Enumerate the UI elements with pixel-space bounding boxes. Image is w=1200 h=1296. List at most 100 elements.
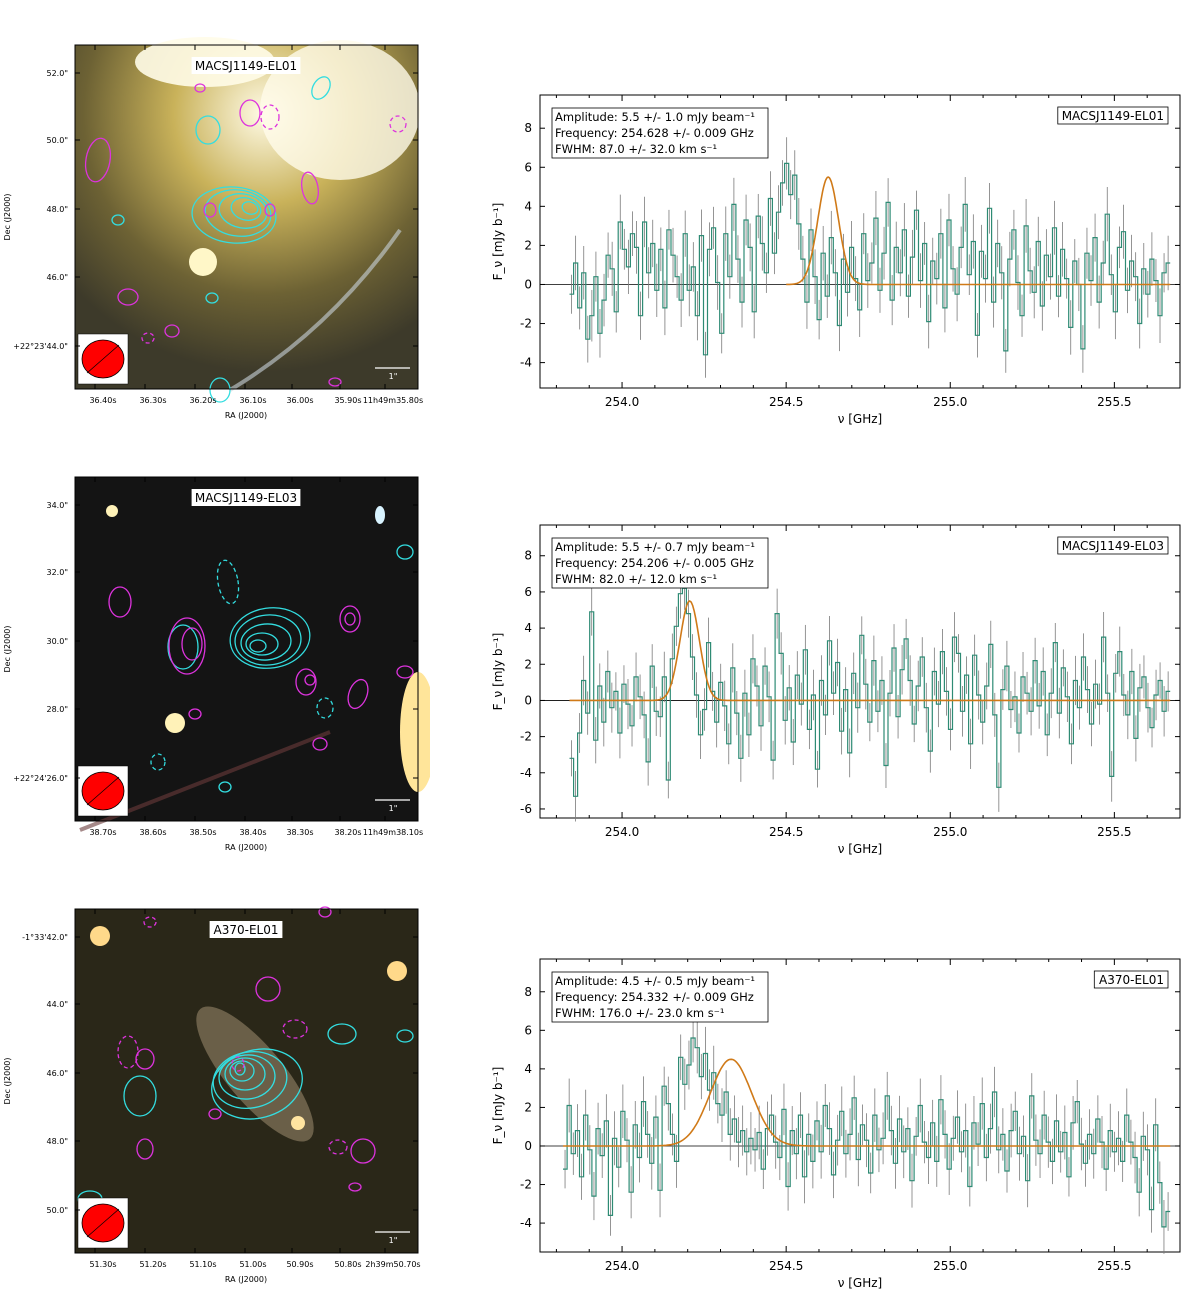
contour-positive bbox=[311, 76, 331, 100]
contour-negative bbox=[295, 668, 317, 696]
contour-negative bbox=[344, 612, 356, 626]
fit-annotation-box bbox=[551, 107, 769, 159]
contour-negative bbox=[255, 976, 281, 1002]
contour-positive bbox=[224, 1057, 266, 1091]
star-source bbox=[375, 506, 385, 524]
contour-positive bbox=[191, 186, 277, 244]
ra-tick-label: 51.10s bbox=[189, 1260, 216, 1269]
image-frame bbox=[74, 908, 419, 1254]
ra-tick-label: 50.80s bbox=[334, 1260, 361, 1269]
ra-tick-label: 38.70s bbox=[89, 828, 116, 837]
contour-negative bbox=[318, 906, 332, 918]
ra-tick-label: 38.20s bbox=[334, 828, 361, 837]
spectrum-label-box bbox=[1093, 970, 1169, 989]
star-source bbox=[165, 713, 185, 733]
dec-tick-label: 50.0" bbox=[47, 136, 69, 145]
y-tick-label: 6 bbox=[524, 585, 532, 599]
dec-tick-label: 48.0" bbox=[47, 205, 69, 214]
contour-negative bbox=[108, 586, 132, 618]
dec-tick-label: 50.0" bbox=[47, 1206, 69, 1215]
x-tick-label: 254.5 bbox=[769, 825, 803, 839]
contour-positive bbox=[195, 115, 221, 145]
ra-tick-label: 38.40s bbox=[239, 828, 266, 837]
y-tick-label: 4 bbox=[524, 621, 532, 635]
image-layer bbox=[75, 477, 430, 832]
row-3: A370-EL01 1" 51.30s 51.20s 51.10s 51.00s 50.90… bbox=[0, 864, 1200, 1296]
ra-tick-label: 50.90s bbox=[286, 1260, 313, 1269]
dec-axis-label: Dec (J2000) bbox=[3, 626, 12, 673]
contour-positive bbox=[218, 781, 232, 793]
y-tick-label: 4 bbox=[524, 1062, 532, 1076]
contour-dashed bbox=[150, 753, 166, 771]
contour-dashed bbox=[260, 104, 280, 130]
contour-positive bbox=[234, 1062, 246, 1076]
y-tick-label: 2 bbox=[524, 1100, 532, 1114]
spectrum-label: MACSJ1149-EL03 bbox=[1062, 539, 1164, 553]
beam-axis bbox=[86, 344, 120, 374]
contour-negative bbox=[348, 1182, 362, 1192]
contour-positive bbox=[209, 377, 231, 403]
contour-negative bbox=[188, 708, 202, 720]
y-axis-label: F_ν [mJy b⁻¹] bbox=[491, 203, 505, 281]
fit-amplitude-text: Amplitude: 5.5 +/- 0.7 mJy beam⁻¹ bbox=[555, 540, 755, 554]
source-label-box bbox=[191, 489, 301, 506]
dec-tick-label: +22°24'26.0" bbox=[13, 774, 68, 783]
contour-negative bbox=[164, 324, 180, 338]
contour-negative bbox=[396, 665, 414, 679]
dec-axis-label: Dec (J2000) bbox=[3, 194, 12, 241]
spectrum-line bbox=[569, 162, 1171, 356]
dec-tick-label: 30.0" bbox=[47, 637, 69, 646]
y-tick-label: 6 bbox=[524, 1023, 532, 1037]
contour-positive bbox=[249, 639, 267, 653]
contour-positive bbox=[241, 201, 259, 215]
contour-negative bbox=[328, 377, 342, 387]
ra-tick-label: 51.30s bbox=[89, 1260, 116, 1269]
contour-positive bbox=[111, 214, 125, 226]
fit-fwhm-text: FWHM: 82.0 +/- 12.0 km s⁻¹ bbox=[555, 572, 717, 586]
contour-positive bbox=[167, 624, 199, 670]
contour-dashed bbox=[282, 1019, 308, 1039]
contour-negative bbox=[194, 83, 206, 93]
contour-dashed bbox=[117, 1035, 139, 1069]
star-source bbox=[291, 1116, 305, 1130]
contour-positive bbox=[211, 1048, 303, 1120]
dec-tick-label: 28.0" bbox=[47, 705, 69, 714]
y-tick-label: 0 bbox=[524, 693, 532, 707]
contour-positive bbox=[230, 197, 262, 221]
contour-positive bbox=[245, 632, 279, 656]
ra-tick-label: 38.30s bbox=[286, 828, 313, 837]
contour-negative bbox=[304, 674, 316, 686]
dec-tick-label: 32.0" bbox=[47, 568, 69, 577]
x-tick-label: 255.5 bbox=[1097, 825, 1131, 839]
source-label-box bbox=[209, 921, 283, 938]
contour-positive bbox=[123, 1075, 157, 1117]
x-axis-label: ν [GHz] bbox=[838, 1276, 883, 1290]
fit-amplitude-text: Amplitude: 5.5 +/- 1.0 mJy beam⁻¹ bbox=[555, 110, 755, 124]
fit-annotation-box bbox=[551, 971, 769, 1023]
x-tick-label: 255.0 bbox=[933, 1259, 967, 1273]
contour-dashed bbox=[316, 697, 334, 719]
contour-negative bbox=[339, 605, 361, 633]
contour-positive bbox=[205, 292, 219, 304]
contour-negative bbox=[350, 1138, 376, 1164]
spectrum-panel-1: -4 -2 0 2 4 6 8 254.0 254.5 255.0 255.5 Amplitude: … bbox=[491, 94, 1181, 426]
x-axis-label: ν [GHz] bbox=[838, 842, 883, 856]
contour-dashed bbox=[389, 115, 407, 133]
y-tick-label: -4 bbox=[520, 1216, 532, 1230]
ra-tick-label: 51.20s bbox=[139, 1260, 166, 1269]
y-tick-label: -6 bbox=[520, 802, 532, 816]
ra-axis-label: RA (J2000) bbox=[225, 411, 267, 420]
contour-positive bbox=[234, 614, 302, 666]
gaussian-fit-line bbox=[786, 176, 1171, 286]
row-2: MACSJ1149-EL03 1" 38.70s 38.60s 38.50s 38.40s… bbox=[0, 432, 1200, 864]
contour-negative bbox=[300, 171, 320, 205]
gaussian-fit-line bbox=[563, 1058, 1171, 1147]
y-tick-label: -2 bbox=[520, 1178, 532, 1192]
source-label: A370-EL01 bbox=[214, 923, 279, 937]
fit-frequency-text: Frequency: 254.628 +/- 0.009 GHz bbox=[555, 126, 754, 140]
source-label: MACSJ1149-EL01 bbox=[195, 59, 297, 73]
dec-tick-label: 46.0" bbox=[47, 1069, 69, 1078]
contour-positive bbox=[396, 544, 414, 560]
contour-positive bbox=[327, 1023, 357, 1045]
star-source bbox=[106, 505, 118, 517]
